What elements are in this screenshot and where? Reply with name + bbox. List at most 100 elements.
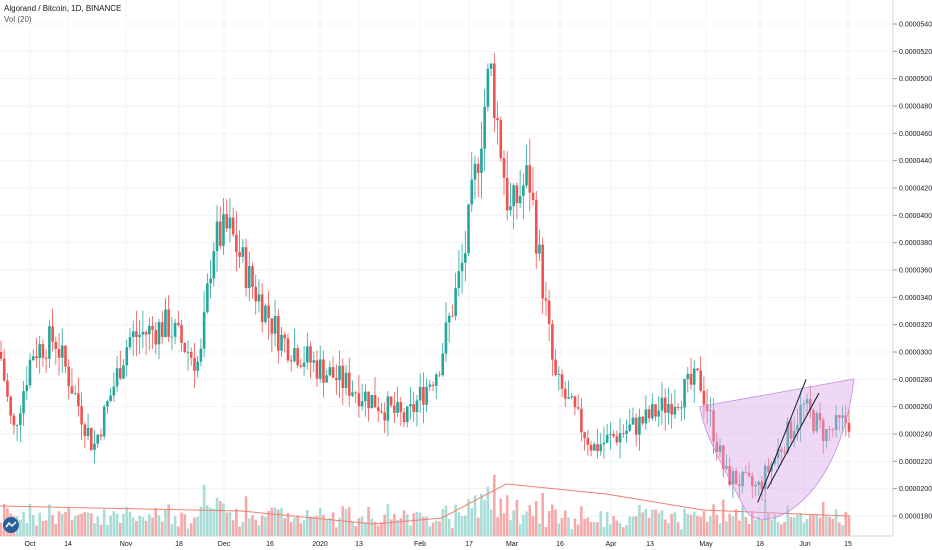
candle-body <box>750 475 754 487</box>
volume-bar <box>60 513 64 536</box>
candle-body <box>228 217 232 229</box>
candle-body <box>318 359 322 379</box>
volume-bar <box>393 514 396 536</box>
volume-bar <box>164 509 167 536</box>
candle-body <box>241 247 245 257</box>
candle-body <box>744 471 748 473</box>
candle-body <box>718 445 722 452</box>
volume-bar <box>612 516 615 536</box>
volume-bar <box>560 517 564 536</box>
volume-bar <box>354 526 357 536</box>
candle-body <box>402 412 406 423</box>
candle-body <box>238 252 241 257</box>
candle-body <box>86 428 90 437</box>
candle-body <box>676 406 680 409</box>
volume-bar <box>351 521 354 536</box>
volume-bar <box>112 511 116 536</box>
volume-bar <box>405 514 409 536</box>
candle-body <box>441 353 445 376</box>
candle-body <box>93 443 96 450</box>
volume-bar <box>551 504 554 536</box>
x-tick-label: 17 <box>465 541 473 548</box>
volume-bar <box>396 520 399 536</box>
candle-body <box>15 425 19 426</box>
candle-body <box>370 394 374 409</box>
candle-body <box>160 322 164 338</box>
candle-body <box>344 372 348 388</box>
volume-bar <box>315 515 319 536</box>
volume-bar <box>186 528 190 536</box>
volume-bar <box>93 523 96 536</box>
candle-body <box>131 331 135 338</box>
volume-bar <box>757 516 761 536</box>
volume-bar <box>389 519 393 536</box>
candle-body <box>599 444 603 452</box>
volume-bar <box>276 509 280 536</box>
candle-body <box>115 368 119 387</box>
volume-bar <box>470 508 474 536</box>
volume-bar <box>431 522 435 536</box>
candle-body <box>618 433 622 443</box>
candle-body <box>489 63 493 69</box>
candle-body <box>173 322 177 337</box>
volume-bar <box>641 512 644 536</box>
volume-bar <box>131 517 135 536</box>
candle-body <box>447 315 451 323</box>
candle-body <box>99 434 103 437</box>
candle-body <box>844 415 848 423</box>
volume-bar <box>638 505 641 536</box>
candle-body <box>109 395 112 402</box>
candle-body <box>689 373 693 385</box>
tradingview-logo-icon[interactable] <box>3 517 19 533</box>
candle-body <box>596 444 599 452</box>
volume-bar <box>228 512 232 536</box>
candle-body <box>554 359 557 375</box>
candle-body <box>747 472 751 476</box>
candle-body <box>293 348 296 362</box>
volume-bar <box>734 509 738 536</box>
volume-bar <box>483 499 486 536</box>
candle-body <box>393 405 396 413</box>
candle-body <box>396 402 399 413</box>
candle-body <box>312 360 316 363</box>
volume-bar <box>660 510 664 536</box>
x-tick-label: 15 <box>844 541 852 548</box>
candle-body <box>60 345 64 358</box>
candle-body <box>563 388 567 399</box>
candle-body <box>815 413 819 432</box>
volume-bar <box>763 499 767 536</box>
candle-body <box>805 399 809 404</box>
candle-body <box>289 360 293 362</box>
x-axis: Oct 14 Nov 18 Dec 16 2020 13 Feb 17 Mar 16 Apr 13 May 1… <box>0 535 893 548</box>
candle-body <box>264 305 267 323</box>
candle-body <box>28 359 32 386</box>
candle-body <box>189 351 193 358</box>
candle-body <box>367 391 370 409</box>
volume-bar <box>673 512 677 536</box>
candle-body <box>702 390 706 405</box>
volume-bar <box>196 516 199 536</box>
candle-body <box>673 406 677 415</box>
candle-body <box>51 326 54 342</box>
candle-body <box>41 344 45 358</box>
candle-body <box>444 322 448 354</box>
candle-body <box>35 356 38 359</box>
candle-body <box>576 407 580 409</box>
candle-body <box>821 420 825 442</box>
volume-bar <box>222 503 225 536</box>
volume-bar <box>460 515 464 536</box>
candle-body <box>38 344 41 359</box>
candle-body <box>299 365 303 367</box>
candle-body <box>493 63 496 119</box>
candle-body <box>6 380 9 397</box>
volume-bars <box>0 474 851 536</box>
volume-bar <box>360 516 364 536</box>
volume-bar <box>718 523 722 536</box>
volume-bar <box>573 518 577 536</box>
candle-body <box>651 404 654 419</box>
